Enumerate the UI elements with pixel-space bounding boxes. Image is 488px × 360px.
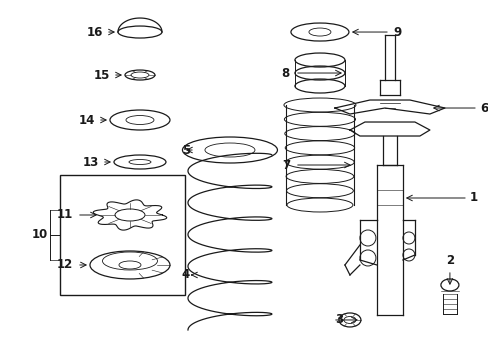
Text: 5: 5 [182,144,189,157]
Text: 10: 10 [32,229,48,242]
Text: 14: 14 [79,113,95,126]
Text: 8: 8 [281,67,289,80]
Text: 2: 2 [445,254,453,267]
Text: 4: 4 [182,269,189,282]
Text: 15: 15 [93,68,110,81]
Text: 16: 16 [86,26,103,39]
Text: 1: 1 [469,192,477,204]
Polygon shape [334,100,444,114]
Polygon shape [349,122,429,136]
Text: 7: 7 [281,158,289,171]
Text: 3: 3 [334,314,343,327]
Polygon shape [118,18,162,32]
Bar [60,175,184,295]
Text: 11: 11 [57,208,73,221]
Text: 13: 13 [82,156,99,168]
Text: 12: 12 [57,258,73,271]
Text: 9: 9 [392,26,400,39]
Text: 6: 6 [479,102,487,114]
